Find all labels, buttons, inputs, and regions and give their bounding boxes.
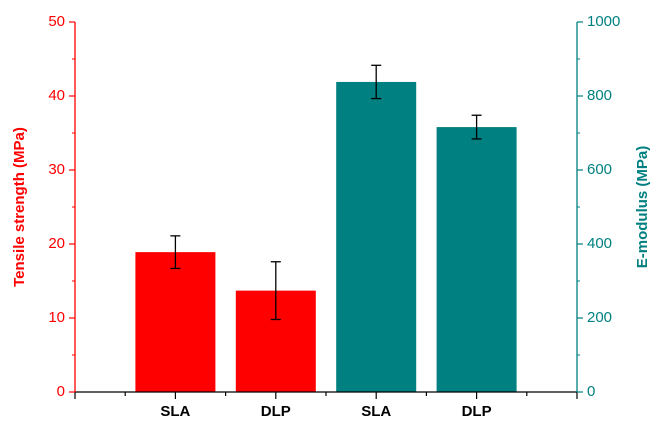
y2-tick-label: 1000 bbox=[587, 13, 620, 30]
y-tick-label: 10 bbox=[48, 309, 65, 326]
y2-tick-label: 600 bbox=[587, 161, 612, 178]
error-bar bbox=[471, 114, 482, 140]
y-tick-label: 0 bbox=[57, 383, 65, 400]
x-tick-label: DLP bbox=[261, 403, 291, 420]
y-tick-label: 20 bbox=[48, 235, 65, 252]
bar bbox=[436, 127, 517, 392]
x-tick-label: SLA bbox=[361, 403, 391, 420]
error-bar bbox=[371, 64, 382, 100]
y-tick-label: 30 bbox=[48, 161, 65, 178]
error-bar bbox=[270, 261, 281, 321]
x-tick-label: SLA bbox=[160, 403, 190, 420]
bar bbox=[336, 81, 417, 392]
y-tick-label: 40 bbox=[48, 87, 65, 104]
error-bar bbox=[170, 235, 181, 270]
y2-axis-label: E-modulus (MPa) bbox=[634, 146, 651, 269]
y2-tick-label: 800 bbox=[587, 87, 612, 104]
y-tick-label: 50 bbox=[48, 13, 65, 30]
y-axis-label: Tensile strength (MPa) bbox=[11, 127, 28, 287]
y2-tick-label: 400 bbox=[587, 235, 612, 252]
x-tick-label: DLP bbox=[462, 403, 492, 420]
bar bbox=[135, 252, 216, 392]
y2-tick-label: 200 bbox=[587, 309, 612, 326]
y2-tick-label: 0 bbox=[587, 383, 595, 400]
